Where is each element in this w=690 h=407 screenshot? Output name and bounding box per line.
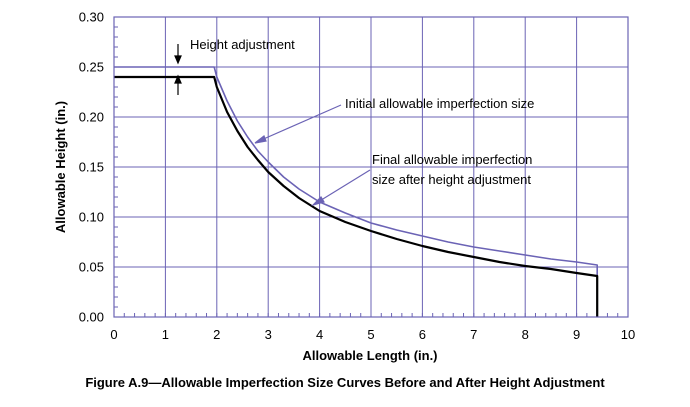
- y-tick-labels: 0.00 0.05 0.10 0.15 0.20 0.25 0.30: [79, 10, 104, 325]
- x-tick-label-8: 8: [522, 327, 529, 342]
- annotation-final-line2: size after height adjustment: [372, 172, 531, 187]
- x-tick-labels: 0 1 2 3 4 5 6 7 8 9 10: [110, 327, 635, 342]
- arrow-up-head: [174, 74, 182, 84]
- y-axis-title: Allowable Height (in.): [53, 101, 68, 233]
- x-tick-label-1: 1: [162, 327, 169, 342]
- x-tick-label-2: 2: [213, 327, 220, 342]
- x-tick-label-7: 7: [470, 327, 477, 342]
- y-tick-label-1: 0.05: [79, 260, 104, 275]
- y-tick-label-3: 0.15: [79, 160, 104, 175]
- series-final-line: [114, 75, 599, 317]
- y-tick-label-0: 0.00: [79, 310, 104, 325]
- height-adjustment-arrows: [174, 44, 182, 95]
- arrow-down-head: [174, 55, 182, 65]
- chart-figure: 0 1 2 3 4 5 6 7 8 9 10 0.00 0.05 0.10 0.15 0.20 0.25 0.3…: [53, 10, 635, 364]
- figure-caption: Figure A.9—Allowable Imperfection Size C…: [85, 375, 605, 390]
- x-tick-label-6: 6: [419, 327, 426, 342]
- plot-frame: [113, 16, 629, 318]
- series-layer: [114, 66, 599, 317]
- annotation-final-line1: Final allowable imperfection: [372, 152, 532, 167]
- x-tick-label-10: 10: [621, 327, 635, 342]
- x-tick-label-3: 3: [265, 327, 272, 342]
- chart-grid: [113, 16, 629, 318]
- y-tick-label-6: 0.30: [79, 10, 104, 25]
- y-tick-label-2: 0.10: [79, 210, 104, 225]
- x-axis-title: Allowable Length (in.): [302, 348, 437, 363]
- y-tick-label-4: 0.20: [79, 110, 104, 125]
- leader-initial-line: [258, 104, 342, 142]
- x-tick-label-0: 0: [110, 327, 117, 342]
- leader-final-line: [317, 169, 371, 203]
- leader-final-head: [310, 196, 325, 207]
- leader-lines: [254, 104, 371, 207]
- series-initial-line: [114, 66, 599, 317]
- x-tick-label-4: 4: [316, 327, 323, 342]
- annotation-height-adjustment: Height adjustment: [190, 37, 295, 52]
- leader-initial-head: [254, 135, 267, 144]
- x-tick-label-9: 9: [573, 327, 580, 342]
- x-tick-label-5: 5: [367, 327, 374, 342]
- annotation-initial: Initial allowable imperfection size: [345, 96, 534, 111]
- y-tick-label-5: 0.25: [79, 60, 104, 75]
